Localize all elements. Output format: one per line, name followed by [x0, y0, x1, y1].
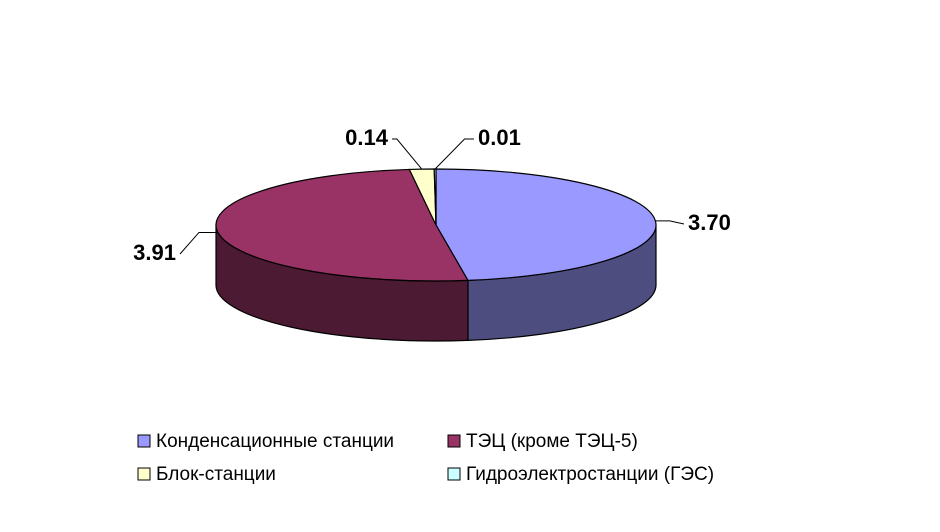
value-label: 3.70 — [688, 210, 731, 235]
legend-swatch — [447, 467, 461, 481]
leader-line — [655, 220, 685, 225]
value-label: 3.91 — [133, 240, 176, 265]
legend-label: Конденсационные станции — [156, 431, 394, 452]
legend-swatch — [137, 467, 151, 481]
legend-label: ТЭЦ (кроме ТЭЦ-5) — [466, 431, 638, 452]
leader-line — [434, 138, 474, 170]
legend-swatch — [447, 434, 461, 448]
leader-line — [179, 231, 218, 255]
legend-swatch — [137, 434, 151, 448]
legend-label: Блок-станции — [156, 464, 276, 485]
value-label: 0.14 — [345, 125, 389, 150]
leader-line — [392, 138, 423, 170]
value-label: 0.01 — [478, 125, 521, 150]
legend-label: Гидроэлектростанции (ГЭС) — [466, 464, 714, 485]
pie-slice — [435, 168, 657, 282]
